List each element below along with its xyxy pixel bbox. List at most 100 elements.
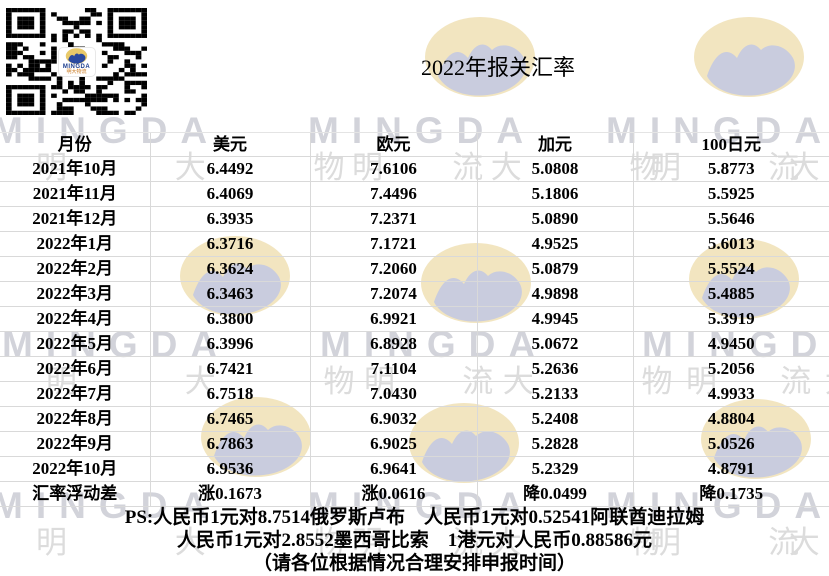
cell-usd: 6.4069 <box>149 181 310 207</box>
summary-cell-usd: 涨0.1673 <box>149 481 310 507</box>
note-line-2: 人民币1元对2.8552墨西哥比索 1港元对人民币0.88586元 <box>176 530 652 551</box>
cell-eur: 7.2074 <box>309 281 477 307</box>
qr-brand-cn-text: 明大物流 <box>66 69 87 75</box>
cell-usd: 6.7465 <box>149 406 310 432</box>
cell-cad: 4.9945 <box>476 306 633 332</box>
qr-center-logo: MINGDA 明大物流 <box>58 47 95 76</box>
table-row: 2021年11月 6.4069 7.4496 5.1806 5.5925 <box>0 181 829 207</box>
cell-eur: 6.9921 <box>309 306 477 332</box>
watermark-logo-icon <box>693 16 805 98</box>
cell-eur: 7.2060 <box>309 256 477 282</box>
column-header-eur: 欧元 <box>309 132 477 157</box>
table-row: 2021年12月 6.3935 7.2371 5.0890 5.5646 <box>0 206 829 232</box>
column-header-jpy100: 100日元 <box>632 132 829 157</box>
page-title: 2022年报关汇率 <box>420 55 576 80</box>
cell-eur: 6.9032 <box>309 406 477 432</box>
cell-month: 2022年5月 <box>0 331 150 357</box>
table-row: 2022年2月 6.3624 7.2060 5.0879 5.5524 <box>0 256 829 282</box>
cell-jpy100: 5.2056 <box>632 356 829 382</box>
cell-cad: 5.2828 <box>476 431 633 457</box>
table-row: 2022年4月 6.3800 6.9921 4.9945 5.3919 <box>0 306 829 332</box>
cell-month: 2021年10月 <box>0 156 150 182</box>
cell-eur: 7.4496 <box>309 181 477 207</box>
table-row: 2022年9月 6.7863 6.9025 5.2828 5.0526 <box>0 431 829 457</box>
cell-eur: 6.8928 <box>309 331 477 357</box>
cell-cad: 4.9898 <box>476 281 633 307</box>
cell-month: 2021年11月 <box>0 181 150 207</box>
cell-jpy100: 5.6013 <box>632 231 829 257</box>
cell-usd: 6.3800 <box>149 306 310 332</box>
cell-cad: 4.9525 <box>476 231 633 257</box>
cell-eur: 6.9641 <box>309 456 477 482</box>
cell-month: 2022年8月 <box>0 406 150 432</box>
summary-cell-jpy100: 降0.1735 <box>632 481 829 507</box>
cell-jpy100: 4.9933 <box>632 381 829 407</box>
table-row: 2022年6月 6.7421 7.1104 5.2636 5.2056 <box>0 356 829 382</box>
table-row: 2022年7月 6.7518 7.0430 5.2133 4.9933 <box>0 381 829 407</box>
mingda-logo-icon <box>65 47 88 64</box>
cell-jpy100: 5.5524 <box>632 256 829 282</box>
footer-notes: PS:人民币1元对8.7514俄罗斯卢布 人民币1元对0.52541阿联酋迪拉姆… <box>0 506 829 575</box>
cell-jpy100: 4.9450 <box>632 331 829 357</box>
cell-month: 2022年4月 <box>0 306 150 332</box>
cell-usd: 6.3624 <box>149 256 310 282</box>
cell-eur: 7.1104 <box>309 356 477 382</box>
column-header-usd: 美元 <box>149 132 310 157</box>
cell-month: 2022年3月 <box>0 281 150 307</box>
cell-cad: 5.2636 <box>476 356 633 382</box>
cell-jpy100: 5.0526 <box>632 431 829 457</box>
cell-usd: 6.3996 <box>149 331 310 357</box>
cell-eur: 7.0430 <box>309 381 477 407</box>
cell-month: 2022年6月 <box>0 356 150 382</box>
cell-cad: 5.0808 <box>476 156 633 182</box>
summary-cell-eur: 涨0.0616 <box>309 481 477 507</box>
qr-code: MINGDA 明大物流 <box>6 8 147 115</box>
cell-month: 2021年12月 <box>0 206 150 232</box>
cell-jpy100: 5.5646 <box>632 206 829 232</box>
cell-jpy100: 5.8773 <box>632 156 829 182</box>
cell-jpy100: 5.3919 <box>632 306 829 332</box>
cell-cad: 5.0672 <box>476 331 633 357</box>
cell-month: 2022年2月 <box>0 256 150 282</box>
table-row: 2022年1月 6.3716 7.1721 4.9525 5.6013 <box>0 231 829 257</box>
table-row: 2022年5月 6.3996 6.8928 5.0672 4.9450 <box>0 331 829 357</box>
cell-month: 2022年9月 <box>0 431 150 457</box>
cell-jpy100: 5.4885 <box>632 281 829 307</box>
cell-eur: 7.2371 <box>309 206 477 232</box>
cell-jpy100: 4.8804 <box>632 406 829 432</box>
table-row: 2022年10月 6.9536 6.9641 5.2329 4.8791 <box>0 456 829 482</box>
cell-usd: 6.9536 <box>149 456 310 482</box>
cell-month: 2022年7月 <box>0 381 150 407</box>
table-row: 2022年8月 6.7465 6.9032 5.2408 4.8804 <box>0 406 829 432</box>
cell-jpy100: 4.8791 <box>632 456 829 482</box>
cell-jpy100: 5.5925 <box>632 181 829 207</box>
column-header-month: 月份 <box>0 132 150 157</box>
cell-eur: 6.9025 <box>309 431 477 457</box>
cell-usd: 6.7421 <box>149 356 310 382</box>
exchange-rate-table: 月份 美元 欧元 加元 100日元 2021年10月 6.4492 7.6106 5.0808… <box>0 132 829 507</box>
cell-usd: 6.3935 <box>149 206 310 232</box>
table-row: 2022年3月 6.3463 7.2074 4.9898 5.4885 <box>0 281 829 307</box>
summary-cell-month: 汇率浮动差 <box>0 481 150 507</box>
cell-cad: 5.0890 <box>476 206 633 232</box>
cell-cad: 5.2329 <box>476 456 633 482</box>
cell-cad: 5.0879 <box>476 256 633 282</box>
note-line-3: （请各位根据情况合理安排申报时间） <box>252 553 576 574</box>
cell-month: 2022年10月 <box>0 456 150 482</box>
table-summary-row: 汇率浮动差 涨0.1673 涨0.0616 降0.0499 降0.1735 <box>0 481 829 507</box>
cell-usd: 6.7863 <box>149 431 310 457</box>
cell-eur: 7.1721 <box>309 231 477 257</box>
cell-usd: 6.4492 <box>149 156 310 182</box>
cell-cad: 5.1806 <box>476 181 633 207</box>
cell-cad: 5.2133 <box>476 381 633 407</box>
cell-cad: 5.2408 <box>476 406 633 432</box>
cell-month: 2022年1月 <box>0 231 150 257</box>
cell-eur: 7.6106 <box>309 156 477 182</box>
cell-usd: 6.3463 <box>149 281 310 307</box>
table-row: 2021年10月 6.4492 7.6106 5.0808 5.8773 <box>0 156 829 182</box>
column-header-cad: 加元 <box>476 132 633 157</box>
cell-usd: 6.3716 <box>149 231 310 257</box>
table-body: 2021年10月 6.4492 7.6106 5.0808 5.8773 2021年11月… <box>0 156 829 482</box>
summary-cell-cad: 降0.0499 <box>476 481 633 507</box>
